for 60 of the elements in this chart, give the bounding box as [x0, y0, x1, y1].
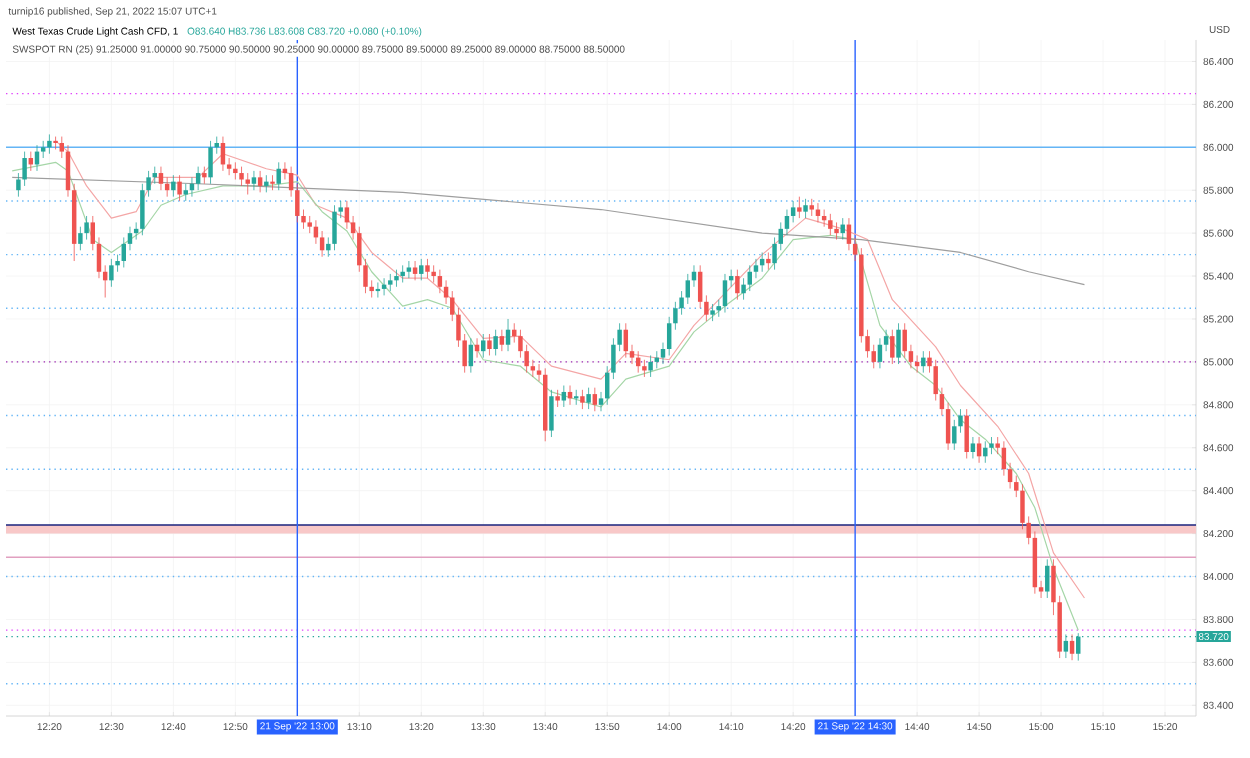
candlestick	[481, 333, 486, 359]
candlestick	[257, 170, 263, 193]
candlestick	[158, 166, 164, 191]
candlestick	[964, 408, 969, 459]
candlestick	[697, 264, 703, 309]
candlestick	[747, 264, 752, 292]
candlestick	[586, 387, 591, 410]
candlestick	[1069, 634, 1075, 661]
candlestick	[270, 174, 275, 191]
line-series	[11, 176, 1086, 286]
candlestick	[828, 213, 833, 236]
candlestick	[592, 387, 598, 412]
candlestick	[425, 258, 430, 279]
candlestick	[251, 170, 257, 191]
candlestick	[499, 329, 505, 352]
candlestick	[53, 136, 58, 150]
candlestick	[177, 174, 182, 202]
candlestick	[109, 258, 114, 288]
candlestick	[890, 329, 895, 365]
candlestick	[970, 436, 976, 459]
candlestick	[47, 134, 52, 155]
candlestick	[493, 329, 498, 356]
candlestick	[276, 161, 281, 191]
candlestick	[505, 318, 511, 352]
candlestick	[264, 174, 269, 193]
candlestick	[419, 258, 424, 281]
candlestick	[722, 273, 728, 313]
candlestick	[921, 350, 926, 374]
candlestick	[753, 258, 759, 279]
candlestick	[803, 198, 808, 219]
candlestick	[642, 359, 647, 378]
candlestick	[400, 264, 405, 283]
candlestick	[406, 260, 412, 279]
candlestick	[896, 322, 901, 365]
candlestick	[735, 269, 740, 301]
candlestick	[766, 252, 771, 271]
candlestick	[1045, 558, 1050, 599]
candlestick	[666, 316, 672, 356]
candlestick	[580, 389, 585, 410]
candlestick	[648, 355, 653, 378]
candlestick	[976, 436, 982, 464]
candlestick	[233, 161, 238, 180]
candlestick	[487, 333, 492, 356]
candlestick	[549, 389, 554, 438]
candlestick	[332, 204, 337, 251]
candlestick	[685, 273, 691, 305]
candlestick	[208, 140, 213, 185]
candlestick	[983, 440, 988, 464]
candlestick	[394, 269, 399, 288]
candlestick	[245, 172, 250, 195]
candlestick	[195, 166, 201, 191]
candlestick	[561, 385, 567, 408]
candlestick	[171, 174, 176, 198]
candlestick	[202, 166, 207, 185]
candlestick	[1063, 634, 1069, 659]
candlestick	[784, 209, 790, 236]
candlestick	[797, 196, 802, 219]
candlestick	[834, 222, 839, 240]
candlestick	[412, 260, 418, 281]
candlestick	[239, 166, 244, 187]
